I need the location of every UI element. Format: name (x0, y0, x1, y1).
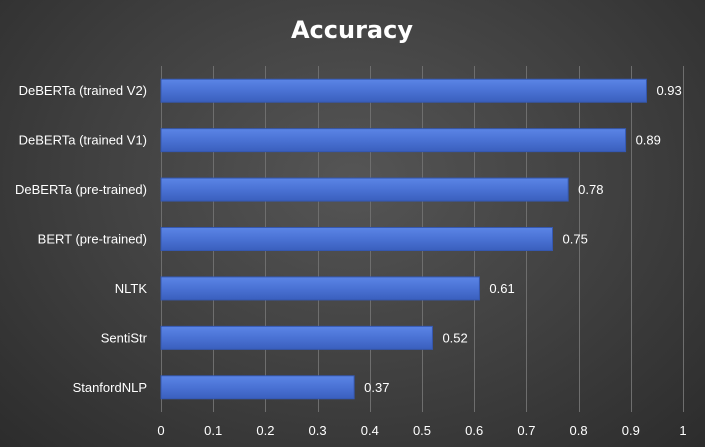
x-tick-label: 0.5 (413, 423, 431, 438)
x-tick-label: 0.8 (570, 423, 588, 438)
category-label: SentiStr (101, 330, 148, 345)
category-label: StanfordNLP (73, 380, 147, 395)
data-label: 0.93 (656, 83, 681, 98)
x-tick-label: 0.7 (517, 423, 535, 438)
x-tick-label: 0.2 (256, 423, 274, 438)
category-label: NLTK (115, 281, 148, 296)
bar (160, 177, 569, 202)
x-tick-label: 0.6 (465, 423, 483, 438)
data-label: 0.75 (563, 232, 588, 247)
x-axis-tick-labels: 0 0.1 0.2 0.3 0.4 0.5 0.6 0.7 0.8 0.9 1 (157, 423, 686, 438)
data-label: 0.37 (364, 380, 389, 395)
x-tick-label: 0.1 (204, 423, 222, 438)
category-labels: DeBERTa (trained V2) DeBERTa (trained V1)… (15, 83, 148, 395)
x-tick-label: 0.3 (309, 423, 327, 438)
bar (160, 227, 553, 251)
data-label: 0.52 (442, 330, 467, 345)
bar (160, 78, 647, 103)
x-tick-label: 0.4 (361, 423, 379, 438)
bar (160, 325, 433, 350)
category-label: DeBERTa (pre-trained) (15, 182, 147, 197)
x-tick-label: 0 (157, 423, 164, 438)
data-label: 0.89 (636, 133, 661, 148)
category-label: DeBERTa (trained V1) (19, 133, 147, 148)
bar (160, 375, 355, 400)
category-label: BERT (pre-trained) (38, 232, 147, 247)
data-label: 0.61 (489, 281, 514, 296)
x-tick-label: 0.9 (622, 423, 640, 438)
data-label: 0.78 (578, 182, 603, 197)
category-label: DeBERTa (trained V2) (19, 83, 147, 98)
bar (160, 276, 480, 301)
chart-title: Accuracy (291, 16, 413, 44)
x-tick-label: 1 (679, 423, 686, 438)
data-labels: 0.93 0.89 0.78 0.75 0.61 0.52 0.37 (364, 83, 682, 395)
bar (160, 128, 627, 153)
bars (160, 78, 647, 400)
